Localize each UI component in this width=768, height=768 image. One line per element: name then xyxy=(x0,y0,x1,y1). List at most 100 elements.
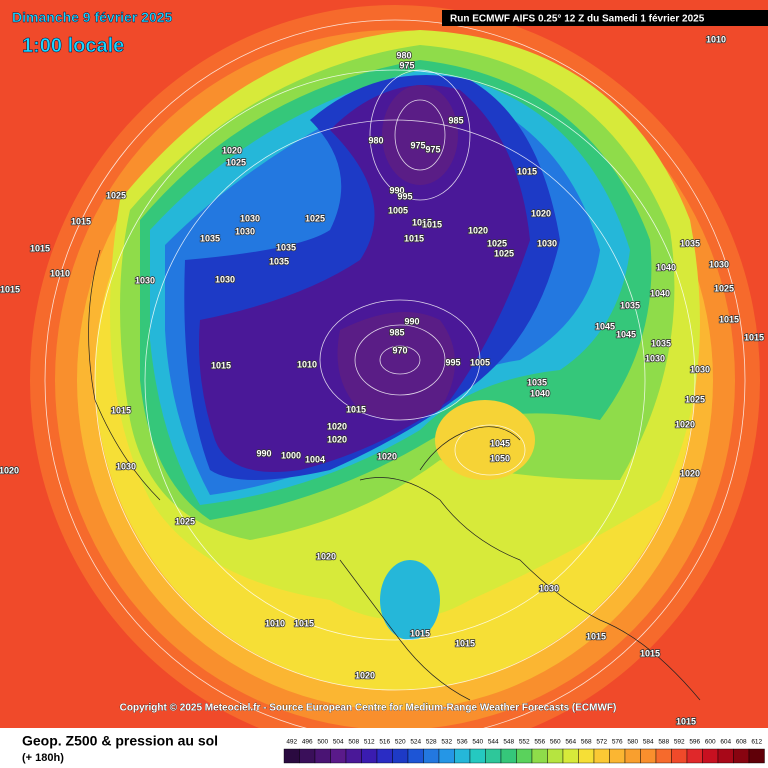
pressure-label: 990 xyxy=(404,316,419,326)
pressure-label: 1020 xyxy=(680,468,700,478)
pressure-label: 1030 xyxy=(539,583,559,593)
pressure-label: 1015 xyxy=(294,618,314,628)
pressure-label: 1030 xyxy=(235,226,255,236)
pressure-label: 1030 xyxy=(537,238,557,248)
colorbar-swatch xyxy=(578,748,595,764)
pressure-label: 1020 xyxy=(355,670,375,680)
pressure-label: 1035 xyxy=(680,238,700,248)
colorbar-tick-label: 564 xyxy=(565,739,576,746)
run-info: Run ECMWF AIFS 0.25° 12 Z du Samedi 1 fé… xyxy=(450,14,705,25)
pressure-label: 1015 xyxy=(410,628,430,638)
colorbar-tick-label: 572 xyxy=(596,739,607,746)
pressure-label: 970 xyxy=(392,345,407,355)
colorbar-tick-label: 560 xyxy=(550,739,561,746)
colorbar-swatch xyxy=(748,748,765,764)
pressure-label: 1010 xyxy=(265,618,285,628)
colorbar-tick-label: 600 xyxy=(705,739,716,746)
pressure-label: 1045 xyxy=(616,329,636,339)
colorbar-tick-label: 580 xyxy=(627,739,638,746)
pressure-label: 1020 xyxy=(675,419,695,429)
pressure-label: 975 xyxy=(425,144,440,154)
colorbar-tick-label: 576 xyxy=(612,739,623,746)
colorbar-swatch xyxy=(392,748,409,764)
pressure-label: 1015 xyxy=(744,332,764,342)
colorbar-tick-label: 592 xyxy=(674,739,685,746)
colorbar-tick-label: 540 xyxy=(472,739,483,746)
legend-title: Geop. Z500 & pression au sol xyxy=(22,733,218,749)
colorbar-tick-label: 500 xyxy=(317,739,328,746)
pressure-label: 1010 xyxy=(297,359,317,369)
pressure-label: 1015 xyxy=(404,233,424,243)
pressure-label: 1025 xyxy=(685,394,705,404)
pressure-label: 1020 xyxy=(0,465,19,475)
pressure-label: 1035 xyxy=(269,256,289,266)
colorbar-tick-label: 536 xyxy=(457,739,468,746)
pressure-label: 1015 xyxy=(517,166,537,176)
colorbar-tick-label: 556 xyxy=(534,739,545,746)
colorbar-tick-label: 552 xyxy=(519,739,530,746)
pressure-label: 985 xyxy=(389,327,404,337)
colorbar-swatch xyxy=(671,748,688,764)
pressure-label: 1025 xyxy=(226,157,246,167)
pressure-label: 1035 xyxy=(651,338,671,348)
colorbar-tick-label: 508 xyxy=(348,739,359,746)
colorbar-swatch xyxy=(655,748,672,764)
pressure-label: 1040 xyxy=(656,262,676,272)
pressure-label: 1015 xyxy=(422,219,442,229)
colorbar-swatch xyxy=(593,748,610,764)
pressure-label: 1025 xyxy=(714,283,734,293)
colorbar-tick-label: 516 xyxy=(379,739,390,746)
colorbar-swatch xyxy=(299,748,316,764)
pressure-label: 995 xyxy=(397,191,412,201)
pressure-label: 1040 xyxy=(530,388,550,398)
colorbar-tick-label: 588 xyxy=(658,739,669,746)
colorbar-swatch xyxy=(376,748,393,764)
colorbar-swatch xyxy=(330,748,347,764)
colorbar-swatch xyxy=(345,748,362,764)
colorbar-tick-label: 492 xyxy=(286,739,297,746)
pressure-label: 1035 xyxy=(527,377,547,387)
pressure-label: 1015 xyxy=(586,631,606,641)
pressure-label: 1020 xyxy=(222,145,242,155)
pressure-label: 1035 xyxy=(276,242,296,252)
legend-subtitle: (+ 180h) xyxy=(22,752,64,764)
pressure-label: 1030 xyxy=(645,353,665,363)
colorbar-tick-label: 568 xyxy=(581,739,592,746)
pressure-label: 1025 xyxy=(106,190,126,200)
pressure-label: 995 xyxy=(445,357,460,367)
colorbar-tick-label: 524 xyxy=(410,739,421,746)
colorbar-tick-label: 504 xyxy=(333,739,344,746)
pressure-label: 1020 xyxy=(377,451,397,461)
pressure-label: 1045 xyxy=(490,438,510,448)
pressure-label: 1020 xyxy=(327,434,347,444)
pressure-label: 1035 xyxy=(200,233,220,243)
colorbar-swatch xyxy=(438,748,455,764)
coastlines xyxy=(88,249,701,701)
pressure-label: 1015 xyxy=(640,648,660,658)
colorbar-swatch xyxy=(686,748,703,764)
colorbar-swatch xyxy=(469,748,486,764)
colorbar-tick-label: 496 xyxy=(302,739,313,746)
pressure-label: 1015 xyxy=(0,284,20,294)
pressure-label: 990 xyxy=(256,448,271,458)
run-banner xyxy=(442,10,768,26)
pressure-label: 1015 xyxy=(211,360,231,370)
copyright: Copyright © 2025 Meteociel.fr - Source E… xyxy=(120,703,617,714)
pressure-label: 1025 xyxy=(494,248,514,258)
colorbar-tick-label: 544 xyxy=(488,739,499,746)
pressure-label: 1010 xyxy=(706,34,726,44)
pressure-label: 990 xyxy=(389,185,404,195)
colorbar-tick-label: 608 xyxy=(736,739,747,746)
pressure-label: 1015 xyxy=(346,404,366,414)
pressure-label: 1040 xyxy=(650,288,670,298)
pressure-label: 1035 xyxy=(620,300,640,310)
colorbar-swatch xyxy=(407,748,424,764)
pressure-label: 1000 xyxy=(281,450,301,460)
colorbar: 492 496 500 504 508 512 516 520 524 528 532 536 540 5… xyxy=(283,739,765,764)
pressure-label: 1015 xyxy=(71,216,91,226)
pressure-label: 1050 xyxy=(490,453,510,463)
pressure-label: 980 xyxy=(396,50,411,60)
